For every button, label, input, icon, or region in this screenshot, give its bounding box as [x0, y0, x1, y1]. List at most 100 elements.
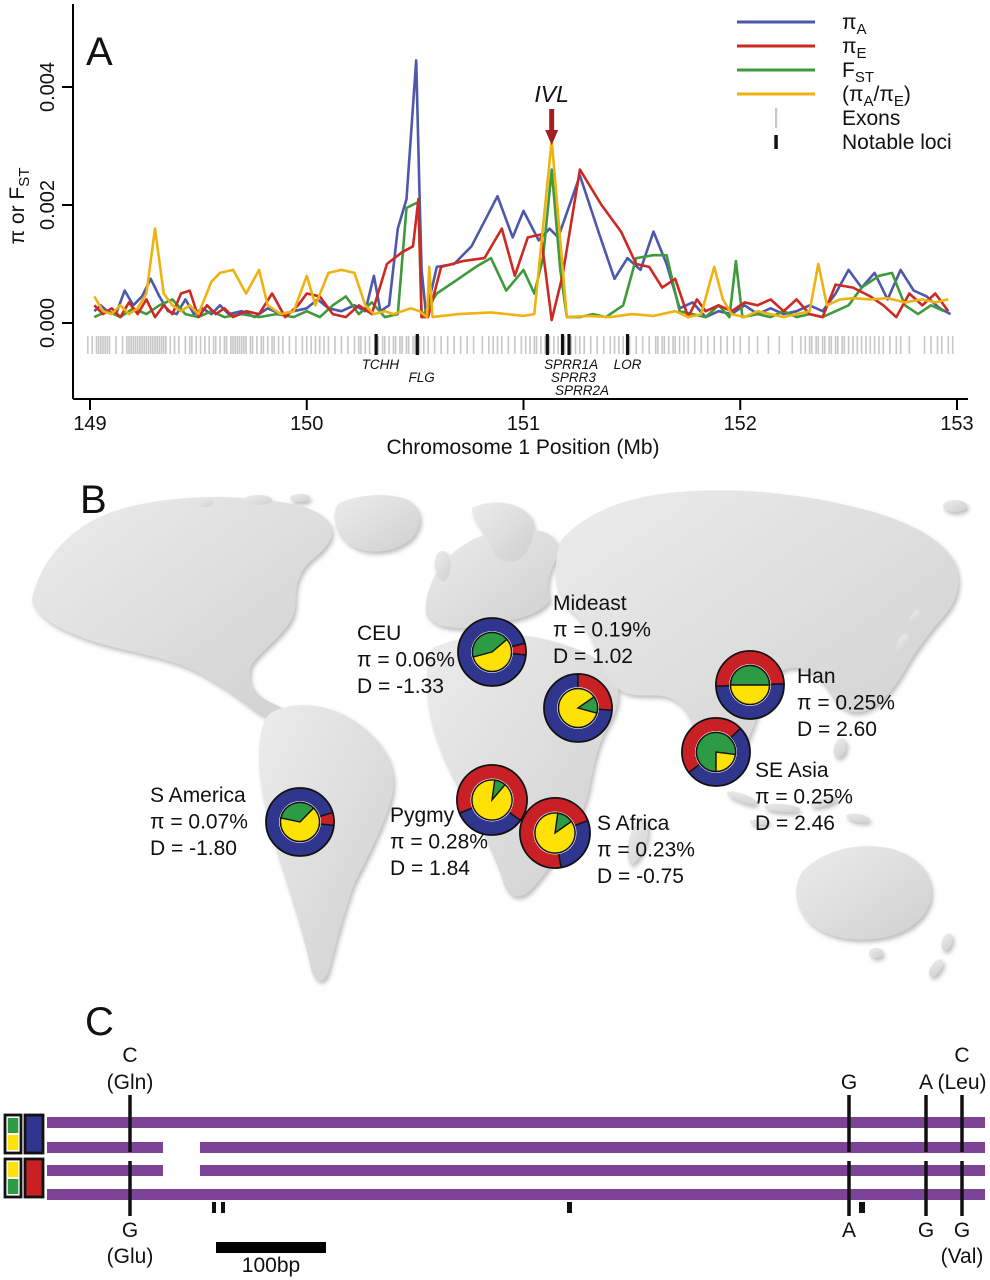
exon-tick — [305, 336, 308, 354]
exon-tick — [412, 336, 414, 354]
population-pi: π = 0.06% — [357, 649, 455, 672]
exon-tick — [641, 336, 644, 354]
exon-tick — [553, 336, 555, 354]
exon-tick — [108, 336, 111, 354]
y-tick-label: 0.000 — [37, 298, 59, 348]
haplotype-bar — [47, 1142, 163, 1153]
exon-tick — [683, 336, 685, 354]
snp-allele-label: C — [122, 1044, 137, 1067]
panel-a: A Chromosome 1 Position (Mb) π or FST 0.… — [6, 4, 974, 459]
map-continent-asia — [555, 490, 959, 773]
exon-tick — [748, 336, 750, 354]
exon-tick — [243, 336, 245, 354]
exon-tick — [589, 336, 592, 354]
map-island — [943, 500, 967, 512]
map-continent-australia — [796, 846, 932, 940]
exon-tick — [225, 336, 228, 354]
pie-inner-green-slice — [471, 631, 508, 658]
legend-label: Exons — [842, 107, 900, 130]
exon-tick — [158, 336, 161, 354]
exon-tick — [674, 336, 677, 354]
exon-tick — [414, 336, 416, 354]
x-tick-label: 152 — [724, 413, 757, 435]
x-axis-title: Chromosome 1 Position (Mb) — [386, 436, 659, 459]
panel-b: B — [32, 478, 967, 981]
exon-tick — [121, 336, 124, 354]
population-pygmy: Pygmy π = 0.28% D = 1.84 — [390, 764, 528, 880]
exon-tick — [260, 336, 263, 354]
exon-tick — [184, 336, 187, 354]
map-island — [244, 495, 272, 505]
exon-tick — [266, 336, 269, 354]
exon-tick — [314, 336, 317, 354]
exon-tick — [843, 336, 846, 354]
exon-tick — [212, 336, 215, 354]
population-pi: π = 0.19% — [553, 619, 651, 642]
map-island — [197, 499, 213, 507]
pie-inner-green-slice — [280, 801, 315, 823]
exon-tick — [951, 336, 954, 354]
exon-tick — [91, 336, 93, 354]
exon-tick — [271, 336, 273, 354]
exon-tick — [865, 336, 867, 354]
population-name: SE Asia — [755, 759, 829, 782]
exon-tick — [533, 336, 536, 354]
exon-tick — [823, 336, 826, 354]
exon-tick — [834, 336, 837, 354]
exon-tick — [873, 336, 876, 354]
haplotype-bar — [47, 1117, 985, 1128]
haplotype-bar — [200, 1165, 985, 1176]
notable-locus-tick — [545, 334, 549, 355]
exon-tick — [693, 336, 696, 354]
exon-tick — [496, 336, 499, 354]
exon-tick — [383, 336, 386, 354]
panel-c: C C (Gln) G (Glu) G A A G C (Leu) G (Val) 100bp — [3, 1000, 987, 1277]
badge-stack-bottom — [7, 1135, 19, 1150]
exon-tick — [678, 336, 681, 354]
exon-tick — [654, 336, 657, 354]
population-name: S America — [150, 784, 246, 807]
exon-tick — [672, 336, 674, 354]
legend-swatch-locus-tick — [774, 135, 778, 149]
exon-tick — [149, 336, 152, 354]
exon-tick — [126, 336, 128, 354]
exon-tick — [401, 336, 403, 354]
exon-tick — [828, 336, 830, 354]
ivl-label: IVL — [534, 81, 569, 107]
exon-tick — [208, 336, 211, 354]
panel-b-label: B — [80, 478, 107, 522]
exon-tick — [377, 336, 380, 354]
exon-tick — [657, 336, 659, 354]
notable-locus-tick — [567, 334, 571, 355]
pie-inner-green-slice — [490, 779, 507, 803]
exon-tick — [687, 336, 690, 354]
exon-tick — [830, 336, 833, 354]
x-tick-label: 153 — [940, 413, 973, 435]
badge-stack-top — [7, 1118, 19, 1133]
exon-tick — [106, 336, 109, 354]
population-s-africa: S Africa π = 0.23% D = -0.75 — [519, 797, 695, 888]
gene-label: SPRR2A — [555, 383, 609, 398]
exon-tick — [214, 336, 217, 354]
badge-solid-box — [23, 1157, 45, 1199]
exon-tick — [100, 336, 102, 354]
exon-tick — [160, 336, 163, 354]
snp-allele-label: G — [841, 1071, 857, 1094]
population-d: D = -1.33 — [357, 675, 444, 698]
exon-tick — [808, 336, 811, 354]
exon-tick — [514, 336, 516, 354]
population-d: D = -1.80 — [150, 837, 237, 860]
exon-tick — [574, 336, 577, 354]
y-tick-label: 0.004 — [37, 62, 59, 112]
population-name: Han — [797, 665, 836, 688]
scale-bar — [216, 1242, 326, 1253]
pie-inner-green-slice — [554, 812, 573, 835]
exon-tick — [635, 336, 638, 354]
exon-tick — [856, 336, 859, 354]
exon-tick — [223, 336, 226, 354]
gene-label: LOR — [614, 357, 642, 372]
population-d: D = -0.75 — [597, 865, 684, 888]
exon-tick — [334, 336, 336, 354]
exon-tick — [433, 336, 436, 354]
gene-label: SPRR1A — [544, 357, 598, 372]
